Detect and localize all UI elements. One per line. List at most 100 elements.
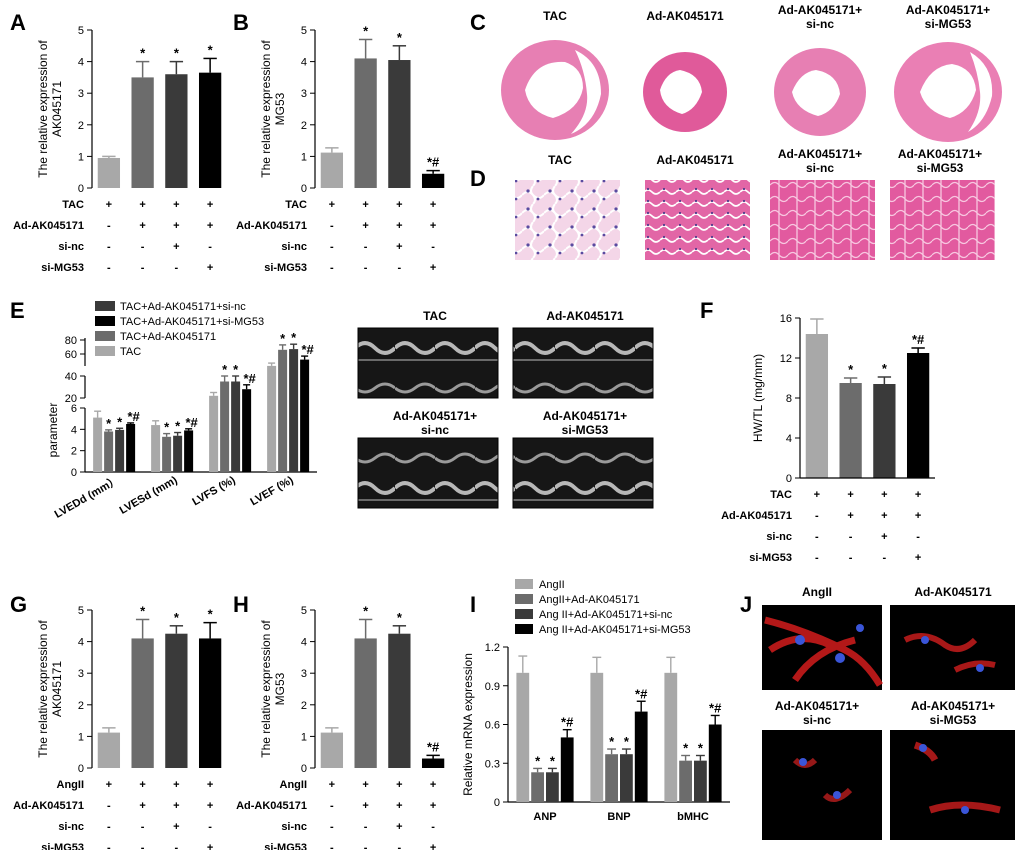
- y-tick-label: 2: [78, 120, 84, 132]
- histology-si-mg53: [890, 180, 995, 260]
- bar: [209, 395, 219, 472]
- bar: [388, 60, 411, 188]
- c-title-4: Ad-AK045171+ si-MG53: [906, 3, 990, 31]
- condition-cell: +: [396, 800, 402, 812]
- condition-label: si-nc: [766, 531, 792, 543]
- y-axis-title-line: AK045171: [50, 661, 64, 717]
- legend-label: AngII+Ad-AK045171: [539, 594, 640, 606]
- e-title-1: TAC: [423, 309, 447, 323]
- condition-cell: +: [173, 241, 179, 253]
- legend-swatch: [515, 579, 533, 589]
- panel-label-c: C: [470, 10, 486, 35]
- y-axis-title: The relative expression of AK045171: [36, 620, 64, 758]
- panel-label-f: F: [700, 298, 713, 323]
- e-title-4: Ad-AK045171+ si-MG53: [543, 409, 627, 437]
- histology-ad-ak045171: [645, 180, 750, 260]
- significance-mark: *: [698, 741, 704, 756]
- significance-mark: *: [233, 362, 239, 377]
- y-tick-label: 1.2: [485, 642, 500, 654]
- panel-label-e: E: [10, 298, 25, 323]
- significance-mark: *: [117, 414, 123, 429]
- y-tick-label: 4: [301, 637, 307, 649]
- significance-mark: *: [175, 419, 181, 434]
- legend-label: Ang II+Ad-AK045171+si-nc: [539, 609, 673, 621]
- bar: [97, 157, 121, 188]
- condition-cell: +: [881, 531, 887, 543]
- condition-cell: +: [430, 220, 436, 232]
- condition-cell: +: [847, 489, 853, 501]
- bar: [289, 349, 299, 472]
- if-angii: [762, 605, 882, 690]
- y-tick-label: 5: [78, 605, 84, 617]
- condition-cell: +: [173, 821, 179, 833]
- condition-cell: +: [362, 199, 368, 211]
- condition-cell: +: [207, 779, 213, 791]
- condition-cell: -: [883, 552, 887, 564]
- bar: [93, 417, 103, 472]
- significance-mark: *: [397, 610, 403, 625]
- bar: [320, 152, 344, 188]
- significance-mark: *#: [127, 409, 140, 424]
- y-tick-label: 3: [301, 88, 307, 100]
- condition-cell: +: [173, 779, 179, 791]
- x-tick-label-text: LVEDd (mm）: [52, 473, 121, 521]
- condition-cell: +: [139, 199, 145, 211]
- bar: [805, 334, 829, 478]
- bar: [560, 737, 574, 802]
- bar: [679, 760, 692, 802]
- y-tick-label: 0: [786, 473, 792, 485]
- bar: [388, 633, 411, 768]
- condition-cell: -: [849, 552, 853, 564]
- significance-mark: *#: [561, 715, 574, 730]
- y-axis-title-line: The relative expression of: [36, 620, 50, 758]
- j-title-4: Ad-AK045171+ si-MG53: [911, 699, 995, 727]
- chart-g-ak045171-expression: 0 1 2 3 4 5 The relative expression of AK045171…: [13, 603, 222, 850]
- condition-cell: -: [107, 821, 111, 833]
- y-tick-label: 1: [301, 731, 307, 743]
- condition-cell: +: [173, 800, 179, 812]
- histology-si-nc: [770, 180, 875, 260]
- bar: [151, 425, 161, 472]
- significance-mark: *: [609, 734, 615, 749]
- significance-mark: *: [106, 416, 112, 431]
- y-tick-label: 0.3: [485, 758, 500, 770]
- histology-tac: [515, 180, 620, 260]
- significance-mark: *: [208, 42, 214, 57]
- condition-cell: +: [362, 800, 368, 812]
- bar: [354, 638, 377, 768]
- condition-cell: -: [107, 800, 111, 812]
- condition-label: si-nc: [281, 821, 307, 833]
- condition-cell: +: [396, 821, 402, 833]
- y-tick-label: 5: [78, 25, 84, 37]
- y-tick-label: 0.9: [485, 681, 500, 693]
- bar: [220, 381, 230, 472]
- condition-label: AngII: [280, 779, 308, 791]
- c-title-3: Ad-AK045171+ si-nc: [778, 3, 862, 31]
- bar: [354, 58, 377, 188]
- panel-j-immunofluorescence: AngII Ad-AK045171 Ad-AK045171+ si-nc Ad-A…: [762, 585, 1015, 840]
- condition-cell: -: [330, 241, 334, 253]
- legend-swatch: [515, 624, 533, 634]
- condition-label: TAC: [62, 199, 84, 211]
- if-si-nc: [762, 730, 882, 840]
- y-axis-title: The relative expression of MG53: [259, 40, 287, 178]
- y-tick-label: 16: [780, 313, 792, 325]
- panel-label-b: B: [233, 10, 249, 35]
- y-tick-label: 0: [301, 183, 307, 195]
- condition-label: si-MG53: [264, 842, 307, 850]
- y-tick-label: 8: [786, 393, 792, 405]
- x-tick-label: LVEDd (mm）: [52, 473, 121, 521]
- y-axis-title: HW/TL (mg/mm): [751, 354, 765, 442]
- panel-label-i: I: [470, 592, 476, 617]
- y-axis-title-line: The relative expression of: [36, 40, 50, 178]
- e-title-2: Ad-AK045171: [546, 309, 624, 323]
- condition-cell: -: [141, 262, 145, 274]
- condition-cell: -: [815, 531, 819, 543]
- heart-section-ad-ak045171: Ad-AK045171: [643, 9, 727, 132]
- bar: [605, 754, 618, 802]
- bar: [873, 384, 896, 478]
- condition-cell: +: [915, 510, 921, 522]
- bar: [97, 732, 121, 768]
- bar: [590, 672, 604, 802]
